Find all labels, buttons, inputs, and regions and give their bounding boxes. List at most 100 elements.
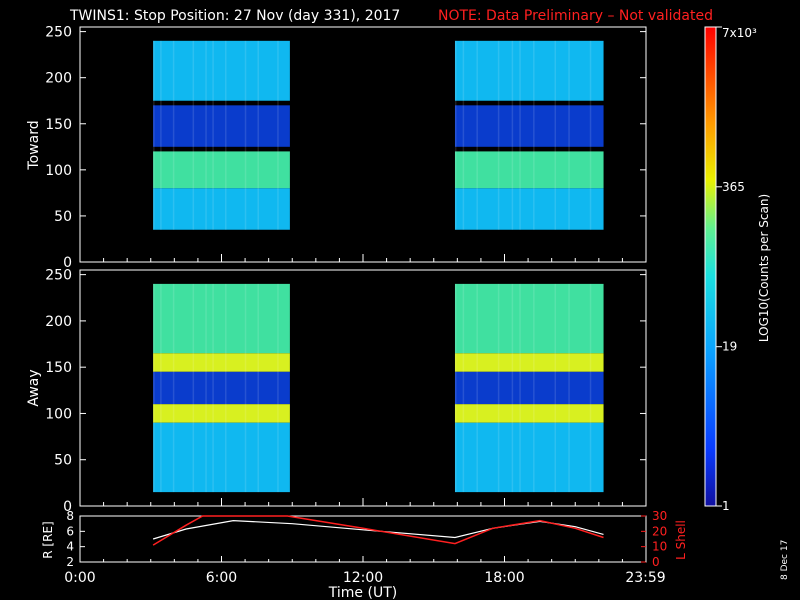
heatmap-band-toward-0-3 [153, 188, 290, 230]
heatmap-band-toward-0-1 [153, 105, 290, 147]
ytick-label-away-100: 100 [45, 406, 72, 422]
orbit-ytick-label-4: 4 [66, 540, 74, 554]
colorbar: 1 19 365 7x10³ LOG10(Counts per Scan) [704, 26, 771, 513]
away-y-ticks: 0 50 100 150 200 250 [45, 268, 646, 515]
toward-ylabel: Toward [26, 120, 42, 170]
heatmap-band-away-1-2 [454, 371, 604, 405]
toward-y-ticks: 0 50 100 150 200 250 [45, 25, 646, 271]
ytick-label-toward-200: 200 [45, 71, 72, 87]
heatmap-band-away-1-4 [454, 422, 604, 493]
heatmap-striation-away-0-3 [172, 283, 175, 493]
heatmap-band-away-0-3 [153, 404, 290, 423]
toward-panel: 0 50 100 150 200 250 Toward [26, 25, 647, 271]
heatmap-striation-toward-1-4 [533, 40, 535, 230]
heatmap-striation-toward-1-1 [511, 40, 514, 230]
ytick-label-toward-250: 250 [45, 25, 72, 41]
colorbar-gradient [704, 26, 717, 507]
heatmap-striation-toward-1-2 [568, 40, 570, 230]
heatmap-striation-away-1-1 [511, 283, 514, 493]
x-axis-label: Time (UT) [328, 585, 397, 600]
figure-title: TWINS1: Stop Position: 27 Nov (day 331),… [69, 8, 400, 24]
colorbar-tick-label-3: 7x10³ [722, 26, 757, 40]
ytick-label-away-50: 50 [54, 453, 72, 469]
colorbar-tick-label-2: 365 [722, 180, 745, 194]
heatmap-striation-away-1-7 [554, 283, 557, 493]
preliminary-note: NOTE: Data Preliminary – Not validated [438, 8, 713, 24]
heatmap-striation-away-1-4 [533, 283, 535, 493]
heatmap-band-toward-0-2 [153, 151, 290, 189]
heatmap-striation-away-0-9 [212, 283, 214, 493]
heatmap-striation-away-0-6 [192, 283, 195, 493]
orbit-ytick-label-6: 6 [66, 524, 74, 538]
xtick-label-0: 0:00 [64, 570, 95, 586]
heatmap-band-away-1-3 [454, 404, 604, 423]
heatmap-band-away-1-0 [454, 283, 604, 354]
ytick-label-away-200: 200 [45, 314, 72, 330]
orbit-rtick-label-20: 20 [652, 524, 667, 538]
orbit-rtick-label-0: 0 [652, 555, 660, 569]
heatmap-striation-toward-0-1 [205, 40, 207, 230]
heatmap-striation-toward-1-3 [476, 40, 478, 230]
heatmap-striation-toward-1-0 [454, 40, 457, 230]
heatmap-band-toward-1-0 [454, 40, 604, 101]
orbit-rtick-label-10: 10 [652, 540, 667, 554]
date-stamp: 8 Dec 17 [780, 540, 790, 580]
colorbar-ticks: 1 19 365 7x10³ [716, 26, 757, 513]
away-ylabel: Away [26, 369, 42, 406]
heatmap-striation-toward-1-6 [497, 40, 500, 230]
ytick-label-away-0: 0 [63, 499, 72, 515]
orbit-x-ticks: 0:00 6:00 12:00 18:00 23:59 [64, 556, 666, 586]
heatmap-striation-away-1-0 [454, 283, 457, 493]
orbit-y-ticks: 24 68 [66, 509, 85, 569]
heatmap-striation-away-0-8 [160, 283, 162, 493]
series-line-r [152, 519, 604, 540]
xtick-label-2: 12:00 [343, 570, 383, 586]
heatmap-striation-toward-0-4 [225, 40, 227, 230]
heatmap-striation-away-1-3 [476, 283, 478, 493]
heatmap-band-away-0-2 [153, 371, 290, 405]
heatmap-striation-toward-0-9 [212, 40, 214, 230]
heatmap-striation-away-1-5 [589, 283, 592, 493]
orbit-ylabel-right: L Shell [674, 520, 688, 560]
ytick-label-toward-150: 150 [45, 117, 72, 133]
colorbar-label: LOG10(Counts per Scan) [757, 194, 771, 342]
heatmap-striation-toward-1-9 [519, 40, 521, 230]
orbit-ytick-label-8: 8 [66, 509, 74, 523]
heatmap-striation-away-0-7 [244, 283, 247, 493]
heatmap-band-toward-1-2 [454, 151, 604, 189]
heatmap-band-toward-0-0 [153, 40, 290, 101]
heatmap-striation-toward-0-5 [277, 40, 279, 230]
orbit-frame [79, 515, 647, 563]
heatmap-band-toward-1-3 [454, 188, 604, 230]
heatmap-striation-toward-0-2 [257, 40, 259, 230]
heatmap-striation-toward-1-7 [554, 40, 557, 230]
heatmap-striation-away-1-8 [462, 283, 465, 493]
colorbar-tick-label-0: 1 [722, 499, 730, 513]
ytick-label-toward-0: 0 [63, 255, 72, 271]
xtick-label-4: 23:59 [625, 570, 665, 586]
heatmap-band-toward-1-1 [454, 105, 604, 147]
heatmap-band-away-0-4 [153, 422, 290, 493]
away-x-ticks [79, 498, 647, 506]
toward-heatmap [153, 40, 604, 230]
heatmap-striation-away-0-2 [257, 283, 259, 493]
xtick-label-1: 6:00 [206, 570, 237, 586]
heatmap-striation-toward-0-0 [153, 40, 155, 230]
xtick-label-3: 18:00 [484, 570, 524, 586]
heatmap-striation-toward-0-7 [244, 40, 247, 230]
ytick-label-toward-50: 50 [54, 209, 72, 225]
heatmap-striation-away-0-0 [153, 283, 155, 493]
heatmap-striation-away-1-2 [568, 283, 570, 493]
heatmap-striation-toward-0-8 [160, 40, 162, 230]
heatmap-striation-toward-1-8 [462, 40, 465, 230]
heatmap-striation-away-0-5 [277, 283, 279, 493]
orbit-ytick-label-2: 2 [66, 555, 74, 569]
orbit-ylabel: R [RE] [41, 521, 55, 558]
heatmap-striation-away-0-4 [225, 283, 227, 493]
heatmap-striation-toward-0-6 [192, 40, 195, 230]
heatmap-striation-away-1-6 [497, 283, 500, 493]
heatmap-band-away-1-1 [454, 353, 604, 372]
